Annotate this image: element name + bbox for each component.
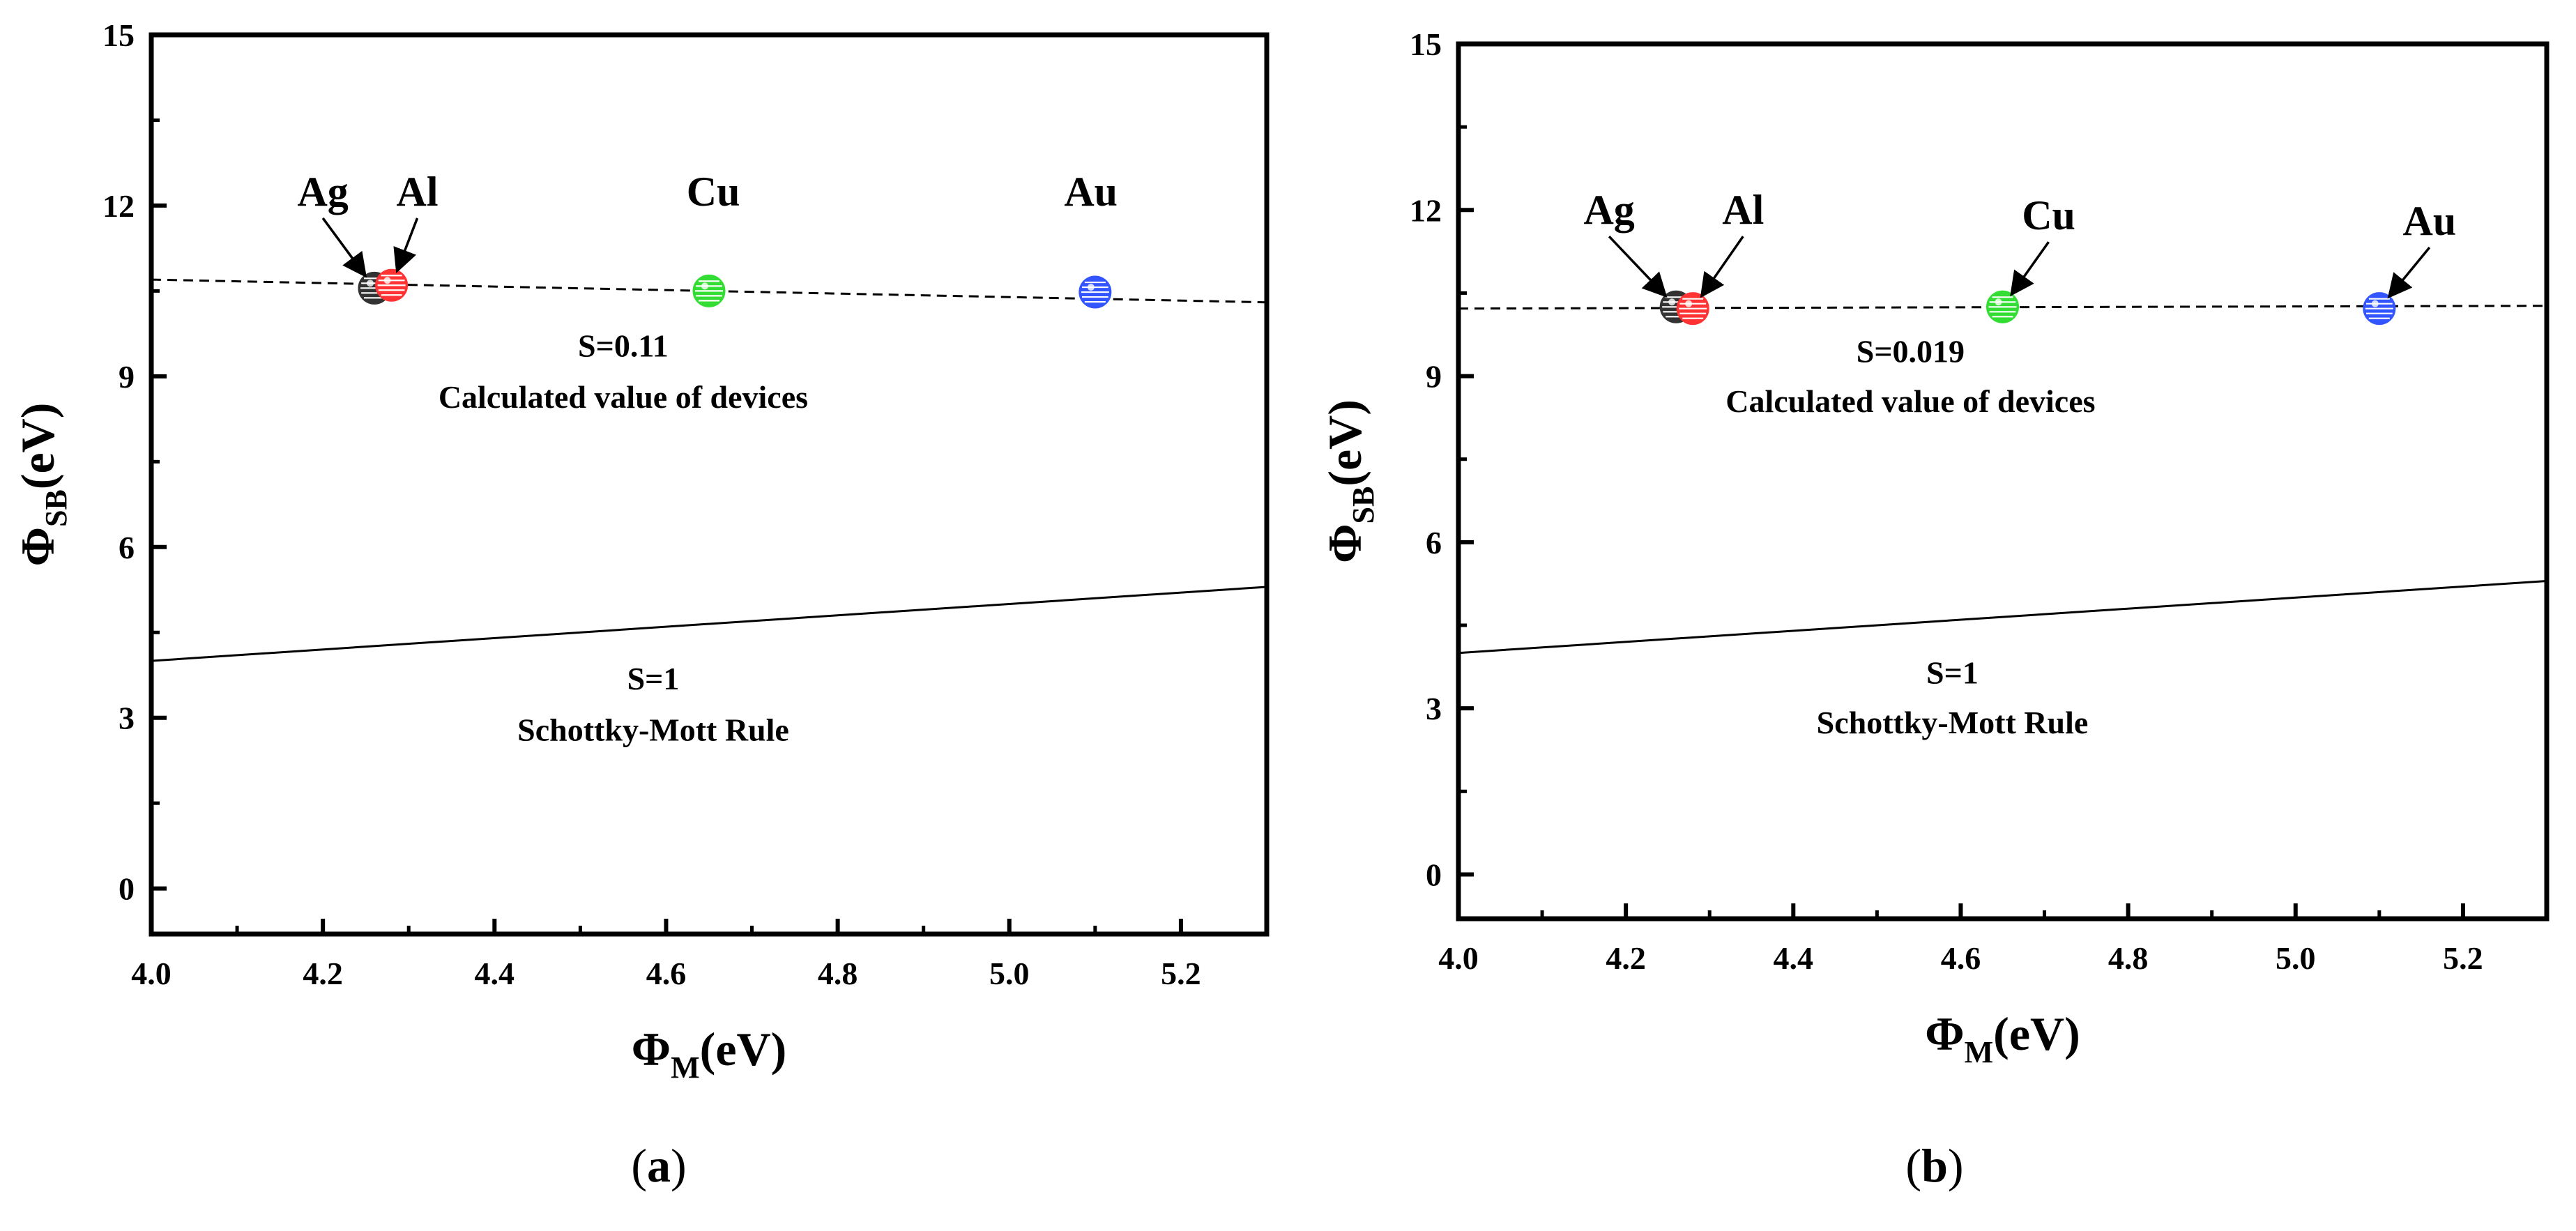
x-tick-label: 5.2: [2443, 940, 2483, 976]
metal-label: Ag: [1583, 187, 1634, 233]
metal-label-arrow: [1608, 235, 1668, 298]
data-point-highlight: [1685, 300, 1693, 307]
panel-label: (b): [1905, 1139, 1963, 1192]
data-point-highlight: [383, 277, 391, 284]
plot-annotation: S=1: [1926, 655, 1979, 690]
x-tick-label: 4.0: [1438, 940, 1479, 976]
x-axis-unit: (eV): [1993, 1007, 2080, 1060]
y-tick-label: 6: [1426, 525, 1442, 560]
plot-annotation: Schottky-Mott Rule: [1817, 705, 2089, 740]
metal-label-arrow: [393, 217, 419, 273]
plot-annotation: Schottky-Mott Rule: [517, 712, 789, 747]
panel-b: 4.0 4.2 4.4 4.6 4.8 5.0 5.2 0 3 6 9 12 15 Ag Al Cu Au S=0…: [1318, 26, 2550, 1192]
data-point-au: [1079, 275, 1112, 309]
x-tick-label: 4.0: [131, 956, 172, 991]
plot-frame: [1456, 41, 2550, 922]
metal-label: Cu: [2022, 192, 2075, 238]
data-point-al: [1676, 292, 1709, 326]
x-axis-unit: (eV): [700, 1023, 787, 1076]
y-axis-subscript: SB: [1346, 487, 1380, 524]
data-point-cu: [692, 274, 726, 307]
metal-label-arrow: [2387, 246, 2431, 299]
metal-label: Au: [2403, 198, 2457, 244]
metal-label: Au: [1064, 169, 1118, 215]
metal-label-arrow: [321, 217, 367, 278]
panel-label: (a): [631, 1139, 686, 1192]
y-tick-label: 9: [1426, 359, 1442, 395]
y-tick-label: 0: [1426, 857, 1442, 892]
plot-annotation: Calculated value of devices: [1725, 383, 2095, 419]
metal-label-arrow: [2010, 241, 2050, 297]
panel-label-open: (: [1905, 1139, 1921, 1192]
x-tick-label: 4.2: [303, 956, 343, 991]
x-tick-label: 4.8: [2108, 940, 2149, 976]
data-point-au: [2363, 292, 2396, 326]
y-tick-label: 0: [119, 871, 135, 907]
data-point-al: [375, 268, 409, 302]
x-axis-symbol: Φ: [1925, 1007, 1964, 1060]
x-tick-label: 5.0: [989, 956, 1030, 991]
y-axis-subscript: SB: [39, 489, 73, 527]
y-axis-unit: (eV): [11, 403, 64, 490]
y-axis-symbol: Φ: [1318, 524, 1371, 563]
x-tick-label: 4.8: [818, 956, 858, 991]
x-axis-symbol: Φ: [632, 1023, 671, 1076]
x-tick-label: 4.4: [1774, 940, 1814, 976]
y-axis-unit: (eV): [1318, 399, 1371, 487]
x-tick-label: 4.6: [646, 956, 687, 991]
metal-label: Al: [1722, 187, 1764, 233]
data-point-highlight: [367, 280, 374, 287]
y-tick-label: 15: [1410, 26, 1442, 62]
x-tick-label: 5.0: [2276, 940, 2316, 976]
x-axis-title: ΦM(eV): [632, 1023, 787, 1085]
x-tick-label: 4.2: [1606, 940, 1646, 976]
y-tick-label: 9: [119, 359, 135, 395]
data-point-highlight: [2371, 300, 2379, 307]
plot-annotation: S=1: [627, 661, 680, 696]
y-tick-label: 6: [119, 530, 135, 565]
x-axis-subscript: M: [1965, 1035, 1994, 1069]
metal-label-arrow: [1700, 236, 1744, 298]
panel-label-letter: b: [1921, 1139, 1948, 1192]
plot-annotation: Calculated value of devices: [439, 379, 808, 415]
x-tick-label: 5.2: [1161, 956, 1201, 991]
y-axis-title: ΦSB(eV): [1318, 399, 1380, 563]
plot-annotation: S=0.019: [1857, 334, 1965, 369]
y-tick-label: 12: [102, 188, 135, 224]
data-point-cu: [1986, 290, 2019, 323]
y-tick-label: 15: [102, 17, 135, 53]
schottky-mott-line: [151, 586, 1267, 662]
data-point-highlight: [1995, 298, 2002, 306]
data-point-highlight: [1668, 298, 1676, 306]
data-point-highlight: [1087, 284, 1095, 291]
metal-label: Ag: [297, 169, 348, 215]
schottky-mott-line: [1458, 579, 2547, 655]
panel-label-close: ): [671, 1139, 687, 1192]
y-tick-label: 3: [1426, 691, 1442, 726]
x-tick-label: 4.4: [475, 956, 515, 991]
panel-label-letter: a: [647, 1139, 671, 1192]
y-axis-title: ΦSB(eV): [11, 403, 73, 567]
x-axis-subscript: M: [671, 1050, 700, 1085]
x-axis-title: ΦM(eV): [1925, 1007, 2080, 1069]
panel-a: 4.0 4.2 4.4 4.6 4.8 5.0 5.2 0 3 6 9 12 15 Ag Al Cu Au S=0…: [11, 17, 1270, 1192]
plot-frame: [148, 32, 1270, 937]
metal-label: Cu: [687, 169, 740, 215]
plot-annotation: S=0.11: [578, 328, 669, 363]
panel-label-open: (: [631, 1139, 647, 1192]
data-point-highlight: [701, 282, 708, 290]
y-tick-label: 12: [1410, 192, 1442, 228]
x-tick-label: 4.6: [1941, 940, 1981, 976]
y-tick-label: 3: [119, 701, 135, 736]
fit-line-dashed: [151, 278, 1267, 304]
panel-label-close: ): [1948, 1139, 1964, 1192]
y-axis-symbol: Φ: [11, 527, 64, 566]
metal-label: Al: [397, 169, 439, 215]
